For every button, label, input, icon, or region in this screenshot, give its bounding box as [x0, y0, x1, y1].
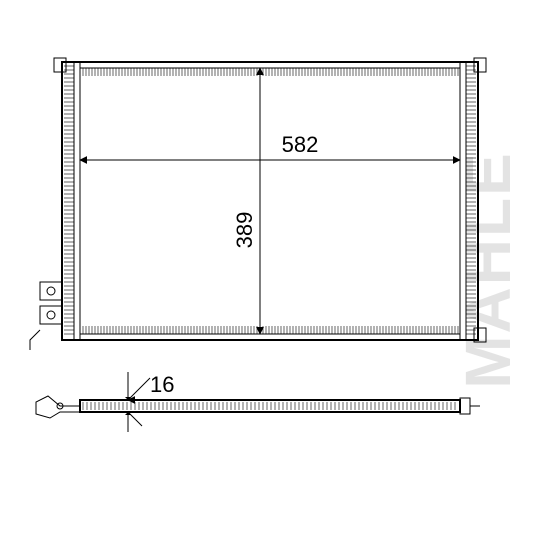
tank-hatch-left	[64, 66, 74, 334]
technical-drawing: MAHLE	[0, 0, 540, 540]
watermark: MAHLE	[452, 151, 524, 389]
side-view	[36, 396, 480, 418]
dim-thickness-label: 16	[150, 372, 174, 397]
dim-width-label: 582	[282, 132, 319, 157]
dimension-height: 389	[232, 68, 260, 334]
front-view	[30, 58, 486, 350]
side-fitting-left	[36, 396, 80, 418]
dim-height-label: 389	[232, 212, 257, 249]
fittings-bottom-left	[30, 282, 62, 350]
dimension-width: 582	[80, 132, 460, 160]
side-cap-right	[460, 398, 480, 414]
core-hatch-bottom	[80, 326, 458, 334]
core-hatch-top	[80, 68, 458, 76]
